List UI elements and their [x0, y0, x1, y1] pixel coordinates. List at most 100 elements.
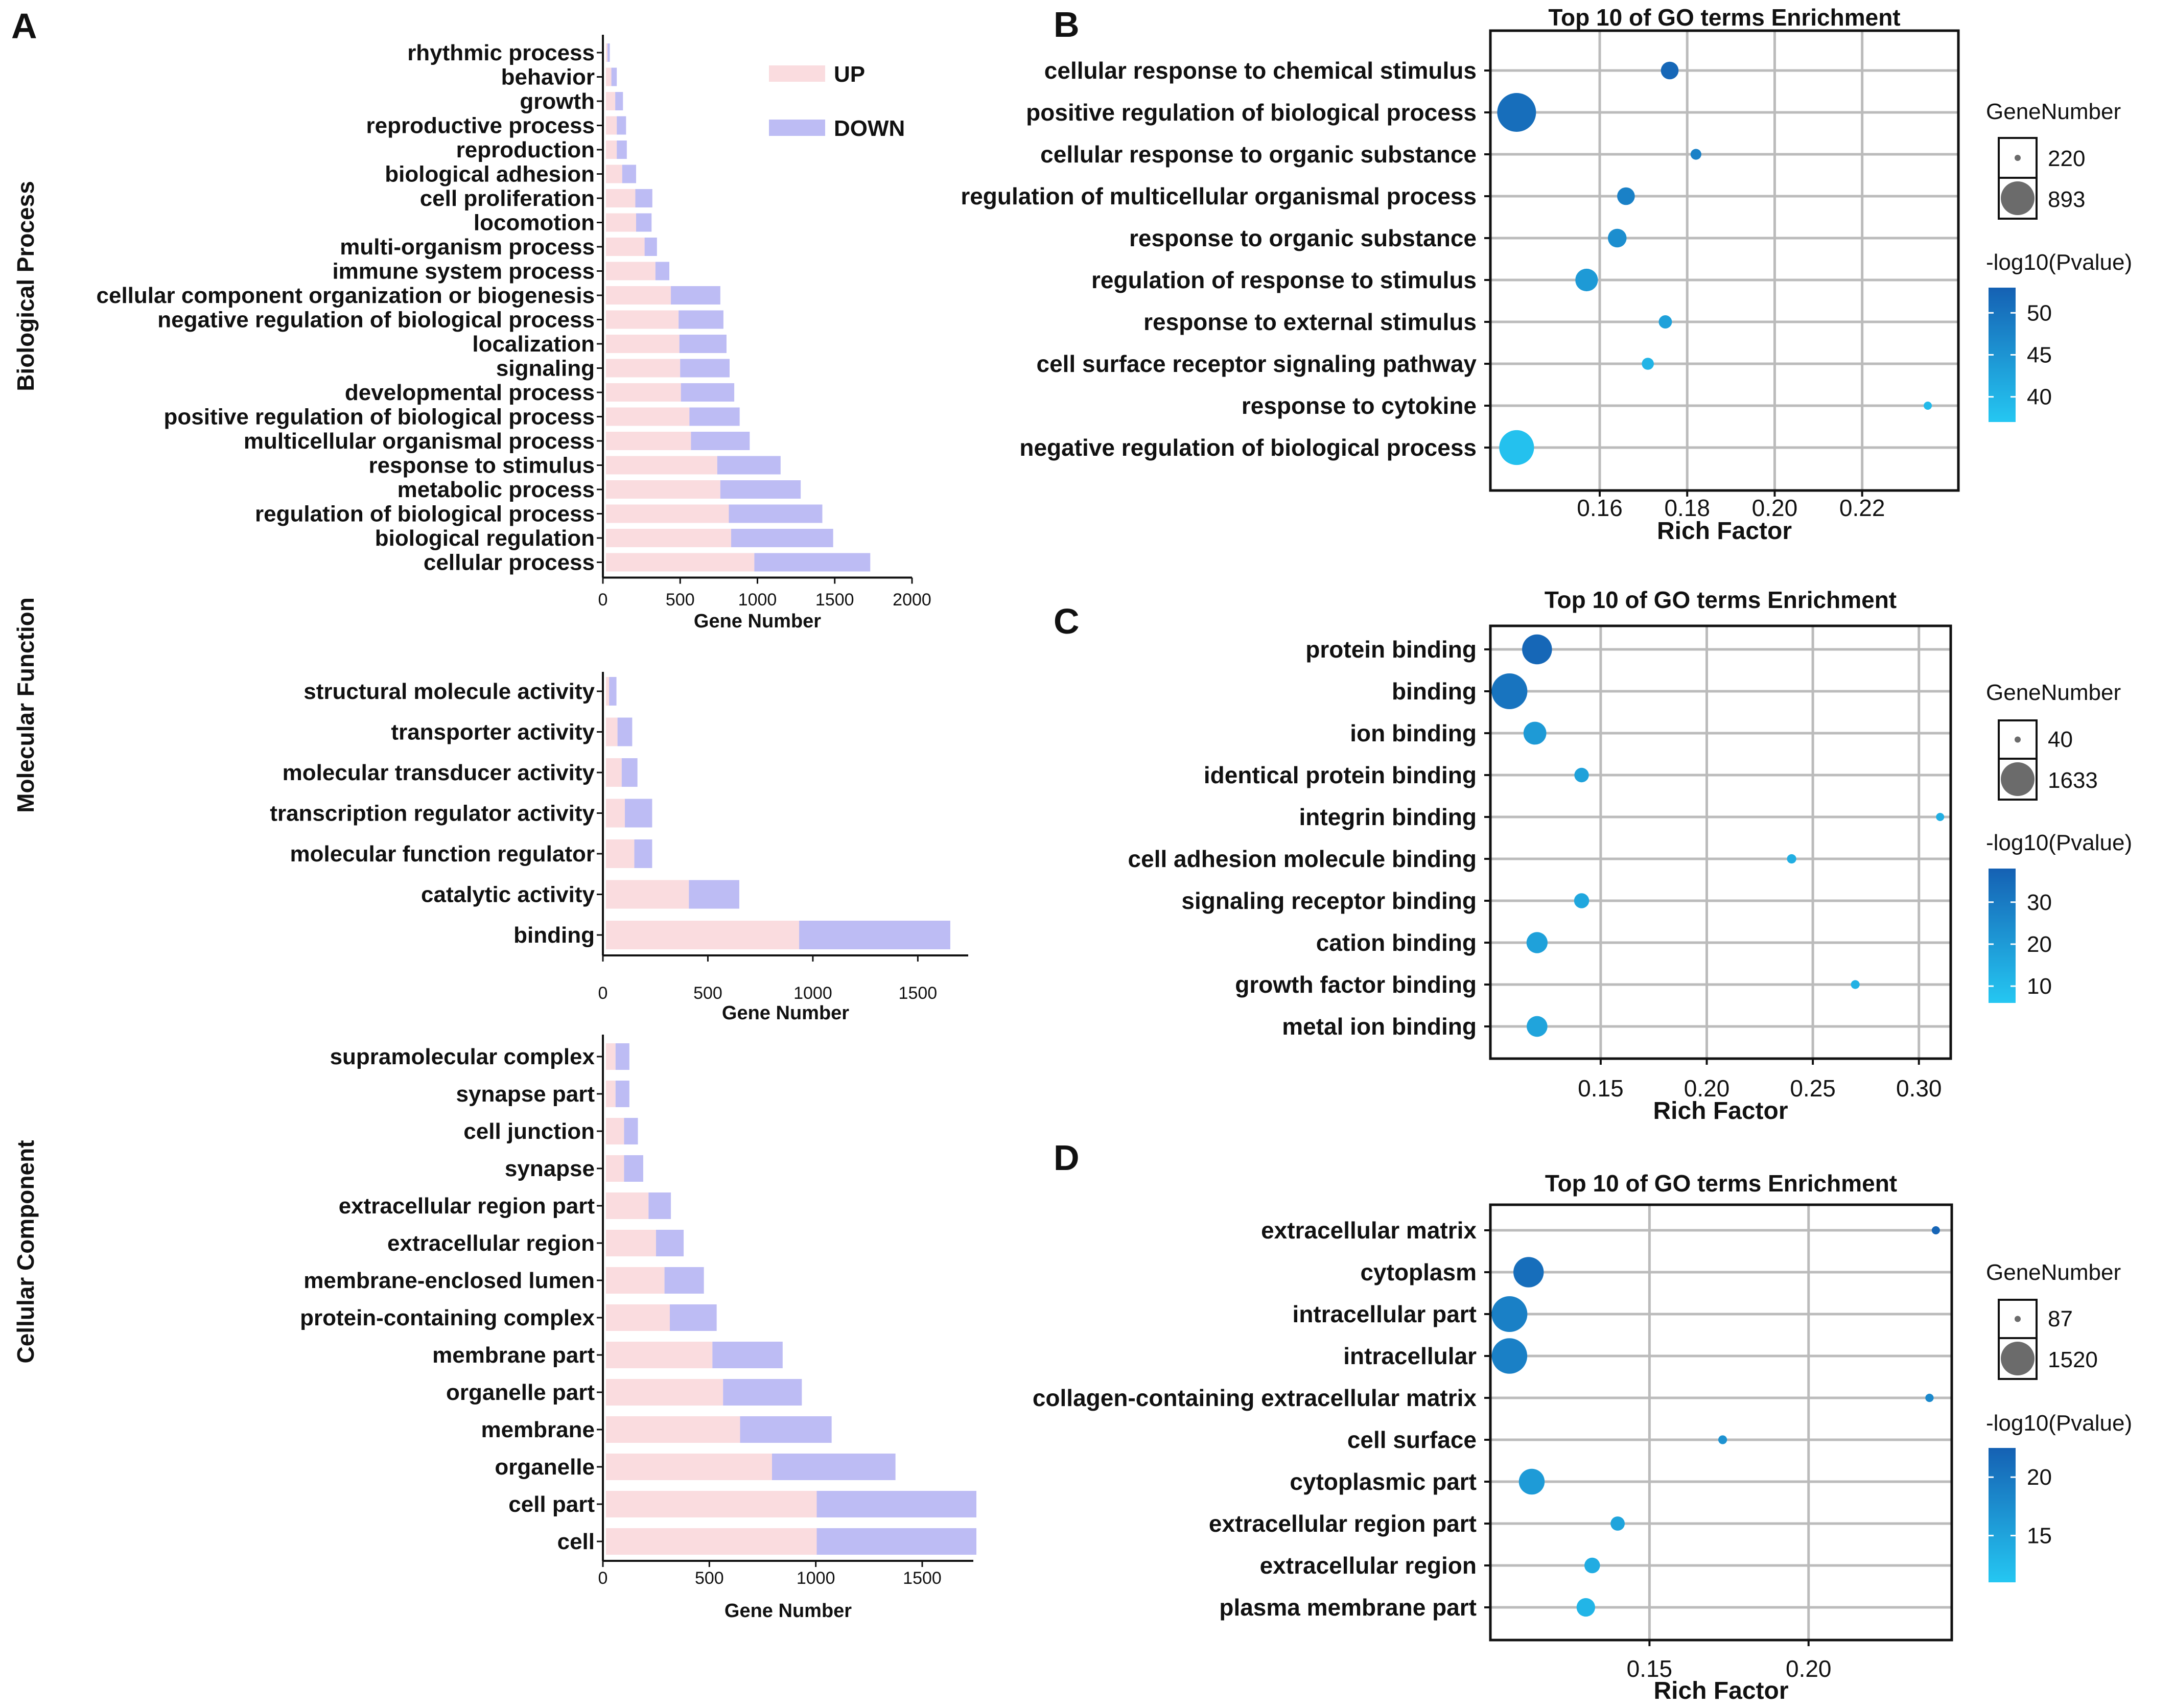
category-label: cellular process	[424, 550, 595, 575]
bar-down-molecular-transducer-activity	[621, 758, 638, 787]
x-axis-title: Gene Number	[694, 611, 821, 632]
bar-down-growth	[615, 92, 623, 110]
bar-up-supramolecular-complex	[606, 1043, 616, 1070]
color-legend-title: -log10(Pvalue)	[1986, 830, 2132, 855]
point-cytoplasm	[1513, 1257, 1544, 1288]
category-label: transcription regulator activity	[270, 801, 595, 826]
bar-down-membrane-part	[712, 1342, 783, 1368]
bar-down-structural-molecule-activity	[609, 677, 617, 706]
point-cell-surface-receptor-signaling-pathway	[1642, 358, 1654, 370]
category-label: membrane	[481, 1417, 595, 1442]
category-label: transporter activity	[391, 720, 595, 745]
bar-up-cell	[606, 1528, 817, 1555]
term-label: signaling receptor binding	[1181, 887, 1477, 914]
bar-down-signaling	[680, 359, 730, 378]
legend-down-swatch	[769, 120, 825, 136]
bar-up-membrane-enclosed-lumen	[606, 1267, 665, 1294]
term-label: growth factor binding	[1235, 971, 1477, 998]
term-label: positive regulation of biological proces…	[1026, 99, 1477, 126]
bar-up-cellular-process	[606, 553, 755, 572]
category-label: locomotion	[474, 210, 595, 236]
point-cellular-response-to-chemical-stimulus	[1661, 61, 1679, 80]
size-legend-dot-max	[2001, 762, 2035, 796]
bar-up-response-to-stimulus	[606, 456, 717, 475]
x-tick-label: 1500	[903, 1569, 942, 1588]
x-tick-label: 0.20	[1684, 1075, 1730, 1102]
term-label: extracellular region part	[1209, 1510, 1477, 1537]
term-label: response to organic substance	[1129, 225, 1477, 251]
category-label: regulation of biological process	[255, 502, 595, 527]
category-label: metabolic process	[398, 477, 595, 502]
bar-down-synapse-part	[615, 1081, 629, 1107]
term-label: regulation of response to stimulus	[1091, 267, 1477, 293]
category-label: protein-containing complex	[300, 1305, 595, 1330]
color-legend-tick-label: 50	[2027, 300, 2052, 325]
bar-up-cell-proliferation	[606, 189, 636, 207]
x-tick-label: 0.15	[1578, 1075, 1624, 1102]
point-extracellular-region-part	[1610, 1516, 1625, 1531]
bar-down-cell-proliferation	[635, 189, 652, 207]
x-tick-label: 0.25	[1790, 1075, 1836, 1102]
point-integrin-binding	[1936, 813, 1945, 821]
legend-up-swatch	[769, 65, 825, 82]
panel-label-a: A	[11, 6, 37, 46]
x-tick-label: 500	[695, 1569, 724, 1588]
x-axis-title: Rich Factor	[1653, 1677, 1788, 1704]
color-legend-tick-label: 45	[2027, 343, 2052, 368]
point-identical-protein-binding	[1574, 767, 1589, 783]
category-label: reproductive process	[366, 113, 595, 138]
term-label: response to external stimulus	[1143, 309, 1477, 335]
x-tick-label: 500	[693, 984, 722, 1003]
x-tick-label: 1000	[738, 590, 777, 610]
category-label: synapse part	[456, 1082, 595, 1107]
section-label: Molecular Function	[12, 597, 39, 813]
bar-up-transcription-regulator-activity	[606, 799, 625, 828]
size-legend-min: 220	[2048, 146, 2085, 171]
bar-up-organelle	[606, 1454, 772, 1480]
bar-down-organelle	[772, 1454, 896, 1480]
point-binding	[1491, 673, 1528, 709]
term-label: extracellular region	[1260, 1552, 1477, 1579]
size-legend-min: 40	[2048, 727, 2073, 752]
term-label: cell surface receptor signaling pathway	[1036, 350, 1477, 377]
term-label: intracellular part	[1293, 1301, 1477, 1327]
x-tick-label: 0	[598, 984, 608, 1003]
bar-down-multi-organism-process	[644, 238, 657, 256]
size-legend-max: 1633	[2048, 768, 2098, 793]
legend-up-label: UP	[834, 62, 865, 87]
category-label: molecular function regulator	[290, 841, 595, 867]
bar-up-rhythmic-process	[606, 43, 608, 62]
term-label: cytoplasm	[1360, 1259, 1477, 1285]
term-label: plasma membrane part	[1219, 1594, 1477, 1621]
term-label: metal ion binding	[1282, 1013, 1477, 1040]
point-response-to-organic-substance	[1607, 228, 1627, 248]
bar-down-localization	[679, 335, 727, 353]
category-label: membrane part	[432, 1343, 595, 1368]
size-legend-max: 893	[2048, 187, 2085, 212]
category-label: cell junction	[463, 1119, 595, 1144]
color-legend-tick-label: 20	[2027, 932, 2052, 957]
x-tick-label: 0.22	[1839, 495, 1885, 521]
point-ion-binding	[1523, 721, 1547, 745]
color-legend-tick-label: 15	[2027, 1524, 2052, 1549]
bar-down-organelle-part	[723, 1379, 802, 1406]
point-intracellular-part	[1491, 1296, 1528, 1332]
category-label: biological regulation	[375, 526, 595, 551]
bar-down-behavior	[611, 67, 617, 86]
category-label: rhythmic process	[407, 40, 595, 65]
bar-down-immune-system-process	[655, 262, 670, 280]
x-tick-label: 0.18	[1664, 495, 1710, 521]
bar-down-supramolecular-complex	[615, 1043, 629, 1070]
category-label: positive regulation of biological proces…	[164, 405, 595, 430]
panel-label-d: D	[1054, 1138, 1080, 1178]
term-label: regulation of multicellular organismal p…	[961, 183, 1477, 209]
bar-up-signaling	[606, 359, 681, 378]
category-label: organelle part	[446, 1380, 595, 1405]
bar-down-extracellular-region	[656, 1230, 684, 1256]
size-legend-dot-max	[2001, 181, 2035, 215]
bar-down-membrane	[740, 1416, 832, 1443]
category-label: biological adhesion	[385, 162, 595, 187]
chart-title: Top 10 of GO terms Enrichment	[1548, 4, 1900, 31]
bar-down-protein-containing-complex	[670, 1304, 717, 1331]
